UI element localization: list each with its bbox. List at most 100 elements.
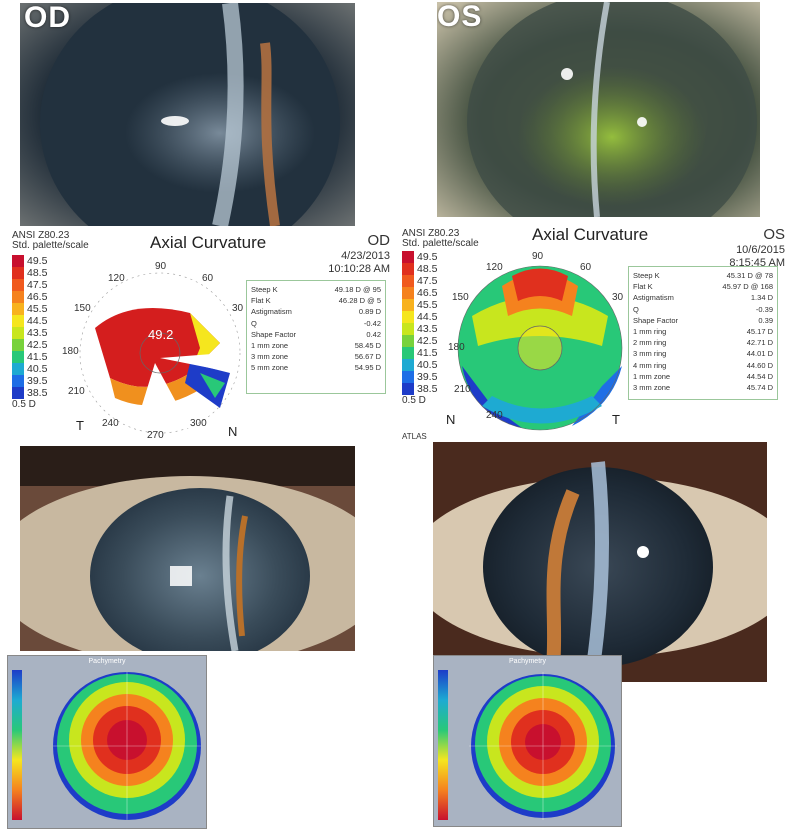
keratometry-value: 56.67 D (354, 352, 381, 362)
keratometry-label: Astigmatism (251, 307, 292, 317)
scale-entry: 46.5 (12, 291, 47, 303)
od-angle-90: 90 (155, 261, 167, 272)
scale-entry: 40.5 (402, 359, 437, 371)
od-axial-curvature-map: ANSI Z80.23 Std. palette/scale Axial Cur… (10, 228, 391, 441)
scale-entry: 45.5 (402, 299, 437, 311)
keratometry-label: 1 mm zone (251, 340, 289, 350)
scale-entry: 41.5 (402, 347, 437, 359)
scale-swatch (12, 351, 24, 363)
keratometry-label: Steep K (251, 285, 278, 294)
scale-value: 49.5 (417, 251, 438, 263)
od-eye-code: OD (367, 232, 391, 249)
scale-entry: 48.5 (402, 263, 437, 275)
keratometry-row: 3 mm zone 45.74 D (633, 382, 773, 393)
scale-swatch (12, 279, 24, 291)
scale-value: 49.5 (27, 255, 48, 267)
keratometry-label: Shape Factor (251, 329, 297, 339)
keratometry-value: 0.89 D (358, 307, 381, 317)
keratometry-label: 1 mm ring (633, 326, 667, 336)
keratometry-row: Flat K 45.97 D @ 168 (633, 281, 773, 292)
od-angle-300: 300 (190, 418, 207, 429)
keratometry-label: 2 mm ring (633, 338, 667, 348)
scale-value: 40.5 (27, 363, 48, 375)
scale-swatch (402, 335, 414, 347)
od-angle-150: 150 (74, 303, 91, 314)
scale-entry: 44.5 (402, 311, 437, 323)
keratometry-value: 0.39 (758, 315, 773, 325)
scale-swatch (402, 251, 414, 263)
keratometry-row: Shape Factor 0.42 (251, 329, 381, 340)
os-pachymetry-legend (438, 670, 448, 820)
od-center-value: 49.2 (148, 327, 174, 342)
od-angle-240: 240 (102, 418, 119, 429)
keratometry-row: 1 mm zone 44.54 D (633, 371, 773, 382)
od-slit-lamp-photo: OD (20, 3, 355, 226)
od-eye-photo (20, 446, 355, 651)
scale-value: 45.5 (27, 303, 48, 315)
scale-value: 40.5 (417, 359, 438, 371)
scale-entry: 39.5 (12, 375, 47, 387)
od-eye-label: OD (24, 3, 71, 34)
scale-entry: 38.5 (402, 383, 437, 395)
keratometry-label: 4 mm ring (633, 360, 667, 370)
os-header-palette: Std. palette/scale (402, 238, 479, 249)
keratometry-value: 58.45 D (354, 340, 381, 350)
scale-swatch (402, 347, 414, 359)
scale-entry: 43.5 (402, 323, 437, 335)
keratometry-row: Astigmatism 1.34 D (633, 292, 773, 303)
keratometry-label: Flat K (251, 296, 271, 306)
scale-value: 46.5 (27, 291, 48, 303)
keratometry-label: 3 mm ring (633, 349, 667, 359)
scale-value: 44.5 (27, 315, 48, 327)
keratometry-value: 46.28 D @ 5 (338, 296, 381, 306)
keratometry-value: 44.01 D (746, 349, 773, 359)
od-exam-date: 4/23/2013 (341, 250, 390, 262)
od-curvature-plot (79, 272, 241, 434)
scale-swatch (402, 299, 414, 311)
os-curvature-plot (457, 265, 623, 431)
keratometry-row: 1 mm ring 45.17 D (633, 326, 773, 337)
scale-swatch (12, 303, 24, 315)
scale-swatch (12, 327, 24, 339)
scale-swatch (402, 359, 414, 371)
od-exam-time: 10:10:28 AM (328, 263, 390, 275)
scale-entry: 48.5 (12, 267, 47, 279)
os-angle-60: 60 (580, 262, 592, 273)
os-scale-unit: 0.5 D (402, 395, 426, 406)
keratometry-value: 49.18 D @ 95 (334, 285, 381, 294)
scale-value: 42.5 (417, 335, 438, 347)
scale-entry: 45.5 (12, 303, 47, 315)
scale-swatch (12, 267, 24, 279)
os-angle-120: 120 (486, 262, 503, 273)
scale-swatch (402, 311, 414, 323)
os-eye-code: OS (763, 226, 785, 243)
keratometry-row: Q -0.39 (633, 304, 773, 315)
scale-swatch (402, 263, 414, 275)
od-angle-180: 180 (62, 346, 79, 357)
keratometry-label: 1 mm zone (633, 371, 671, 381)
scale-entry: 38.5 (12, 387, 47, 399)
od-angle-30: 30 (232, 303, 244, 314)
scale-value: 48.5 (27, 267, 48, 279)
scale-entry: 47.5 (12, 279, 47, 291)
keratometry-label: Astigmatism (633, 293, 674, 303)
os-exam-date: 10/6/2015 (736, 244, 785, 256)
scale-swatch (402, 383, 414, 395)
scale-value: 39.5 (417, 371, 438, 383)
scale-entry: 42.5 (402, 335, 437, 347)
os-angle-240: 240 (486, 410, 503, 421)
od-angle-120: 120 (108, 273, 125, 284)
scale-swatch (12, 291, 24, 303)
scale-swatch (402, 323, 414, 335)
keratometry-value: 45.74 D (746, 382, 773, 392)
os-angle-210: 210 (454, 384, 471, 395)
keratometry-row: 2 mm ring 42.71 D (633, 337, 773, 348)
scale-swatch (402, 287, 414, 299)
od-header-palette: Std. palette/scale (12, 240, 89, 251)
od-nasal-marker: N (228, 424, 238, 439)
os-angle-180: 180 (448, 342, 465, 353)
keratometry-value: 0.42 (366, 329, 381, 339)
scale-entry: 44.5 (12, 315, 47, 327)
scale-entry: 49.5 (12, 255, 47, 267)
keratometry-value: 45.31 D @ 78 (726, 271, 773, 280)
